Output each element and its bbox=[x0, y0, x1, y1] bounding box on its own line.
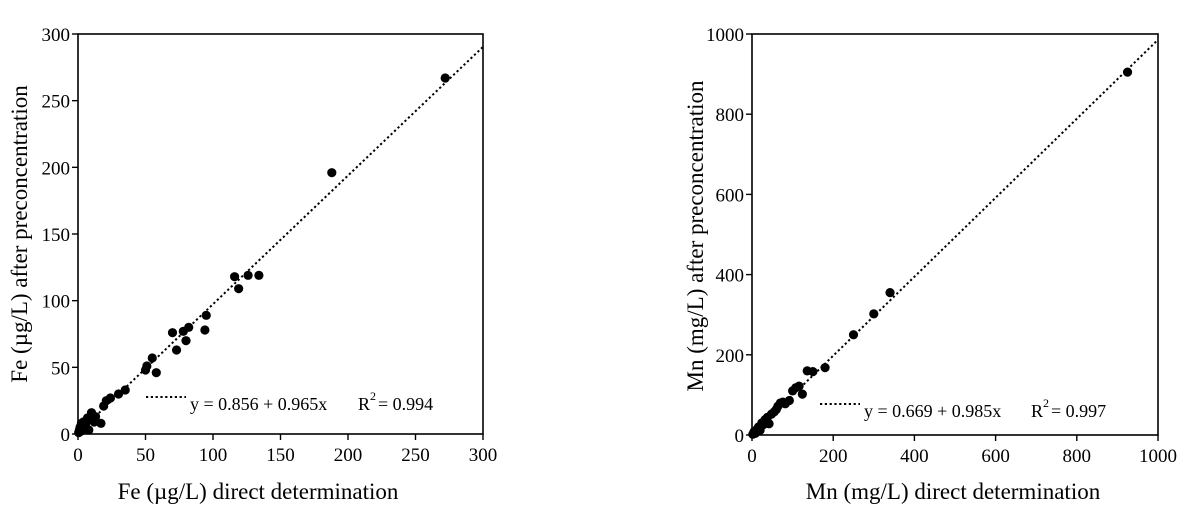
data-point bbox=[142, 361, 152, 371]
x-tick-label: 0 bbox=[747, 446, 757, 467]
data-point bbox=[167, 328, 178, 338]
data-point bbox=[184, 322, 194, 332]
data-point bbox=[820, 363, 830, 373]
data-point bbox=[234, 284, 244, 294]
y-tick-label: 50 bbox=[51, 358, 70, 379]
y-tick-label: 100 bbox=[42, 292, 71, 313]
data-point bbox=[201, 310, 211, 320]
legend-r2-label: R bbox=[1031, 401, 1043, 421]
axis-ticks: 0 50 100 150 200 250 300 0 50 100 150 200 250 300 bbox=[42, 25, 498, 466]
y-tick-label: 200 bbox=[716, 346, 745, 367]
data-point bbox=[181, 336, 191, 346]
data-point bbox=[230, 272, 240, 282]
legend: y = 0.856 + 0.965x R 2 = 0.994 bbox=[146, 389, 433, 414]
data-point bbox=[90, 412, 101, 422]
legend-r2-value: = 0.997 bbox=[1051, 401, 1106, 421]
x-tick-label: 0 bbox=[73, 445, 83, 466]
chart-fe: 0 50 100 150 200 250 300 0 50 100 150 200 250 300 Fe … bbox=[7, 25, 497, 504]
data-point bbox=[848, 330, 859, 340]
data-point bbox=[885, 288, 895, 298]
y-tick-label: 300 bbox=[42, 25, 71, 46]
legend-equation: y = 0.669 + 0.985x bbox=[864, 401, 1001, 421]
x-tick-label: 50 bbox=[136, 445, 155, 466]
legend: y = 0.669 + 0.985x R 2 = 0.997 bbox=[820, 396, 1106, 421]
y-axis-label: Fe (µg/L) after preconcentration bbox=[7, 85, 32, 383]
data-points bbox=[748, 67, 1133, 439]
x-tick-label: 800 bbox=[1063, 446, 1092, 467]
y-tick-label: 800 bbox=[716, 105, 745, 126]
axis-ticks: 0 200 400 600 800 1000 0 200 400 600 800 1000 bbox=[706, 25, 1177, 467]
y-tick-label: 150 bbox=[42, 225, 71, 246]
regression-line bbox=[751, 39, 1159, 436]
legend-r2-superscript: 2 bbox=[1043, 396, 1049, 410]
data-point bbox=[797, 389, 807, 399]
data-point bbox=[440, 73, 450, 83]
x-tick-label: 150 bbox=[266, 445, 295, 466]
y-axis-label: Mn (mg/L) after preconcentration bbox=[683, 80, 708, 392]
data-point bbox=[200, 325, 210, 335]
x-axis-label: Mn (mg/L) direct determination bbox=[806, 479, 1101, 504]
y-tick-label: 200 bbox=[42, 158, 71, 179]
data-point bbox=[327, 168, 337, 178]
x-tick-label: 200 bbox=[334, 445, 363, 466]
data-point bbox=[764, 419, 774, 429]
regression-line bbox=[77, 46, 484, 434]
x-tick-label: 400 bbox=[900, 446, 929, 467]
x-tick-label: 1000 bbox=[1139, 446, 1177, 467]
data-point bbox=[254, 270, 264, 280]
x-tick-label: 100 bbox=[199, 445, 228, 466]
y-tick-label: 0 bbox=[61, 425, 71, 446]
data-point bbox=[113, 389, 124, 399]
data-point bbox=[105, 393, 115, 403]
data-point bbox=[96, 418, 106, 428]
data-point bbox=[794, 381, 804, 391]
data-point bbox=[243, 270, 253, 280]
data-points bbox=[74, 73, 450, 438]
data-point bbox=[869, 309, 879, 319]
y-tick-label: 1000 bbox=[706, 25, 744, 46]
data-point bbox=[171, 345, 182, 355]
legend-equation: y = 0.856 + 0.965x bbox=[190, 394, 327, 414]
plot-frame bbox=[751, 33, 1159, 436]
x-tick-label: 250 bbox=[401, 445, 430, 466]
x-tick-label: 300 bbox=[469, 445, 498, 466]
legend-r2-label: R bbox=[358, 394, 370, 414]
y-tick-label: 250 bbox=[42, 92, 71, 113]
data-point bbox=[147, 353, 157, 363]
y-tick-label: 600 bbox=[716, 185, 745, 206]
chart-mn: 0 200 400 600 800 1000 0 200 400 600 800 1000 Mn (m… bbox=[683, 25, 1177, 504]
data-point bbox=[784, 395, 794, 406]
legend-r2-value: = 0.994 bbox=[378, 394, 433, 414]
data-point bbox=[120, 385, 130, 395]
x-axis-label: Fe (µg/L) direct determination bbox=[118, 479, 399, 504]
x-tick-label: 200 bbox=[819, 446, 848, 467]
legend-r2-superscript: 2 bbox=[370, 389, 376, 403]
x-tick-label: 600 bbox=[981, 446, 1010, 467]
data-point bbox=[1122, 67, 1133, 77]
data-point bbox=[151, 368, 161, 378]
y-tick-label: 400 bbox=[716, 266, 745, 287]
data-point bbox=[808, 367, 818, 377]
data-point bbox=[84, 425, 94, 435]
y-tick-label: 0 bbox=[735, 426, 745, 447]
plot-frame bbox=[77, 33, 484, 435]
